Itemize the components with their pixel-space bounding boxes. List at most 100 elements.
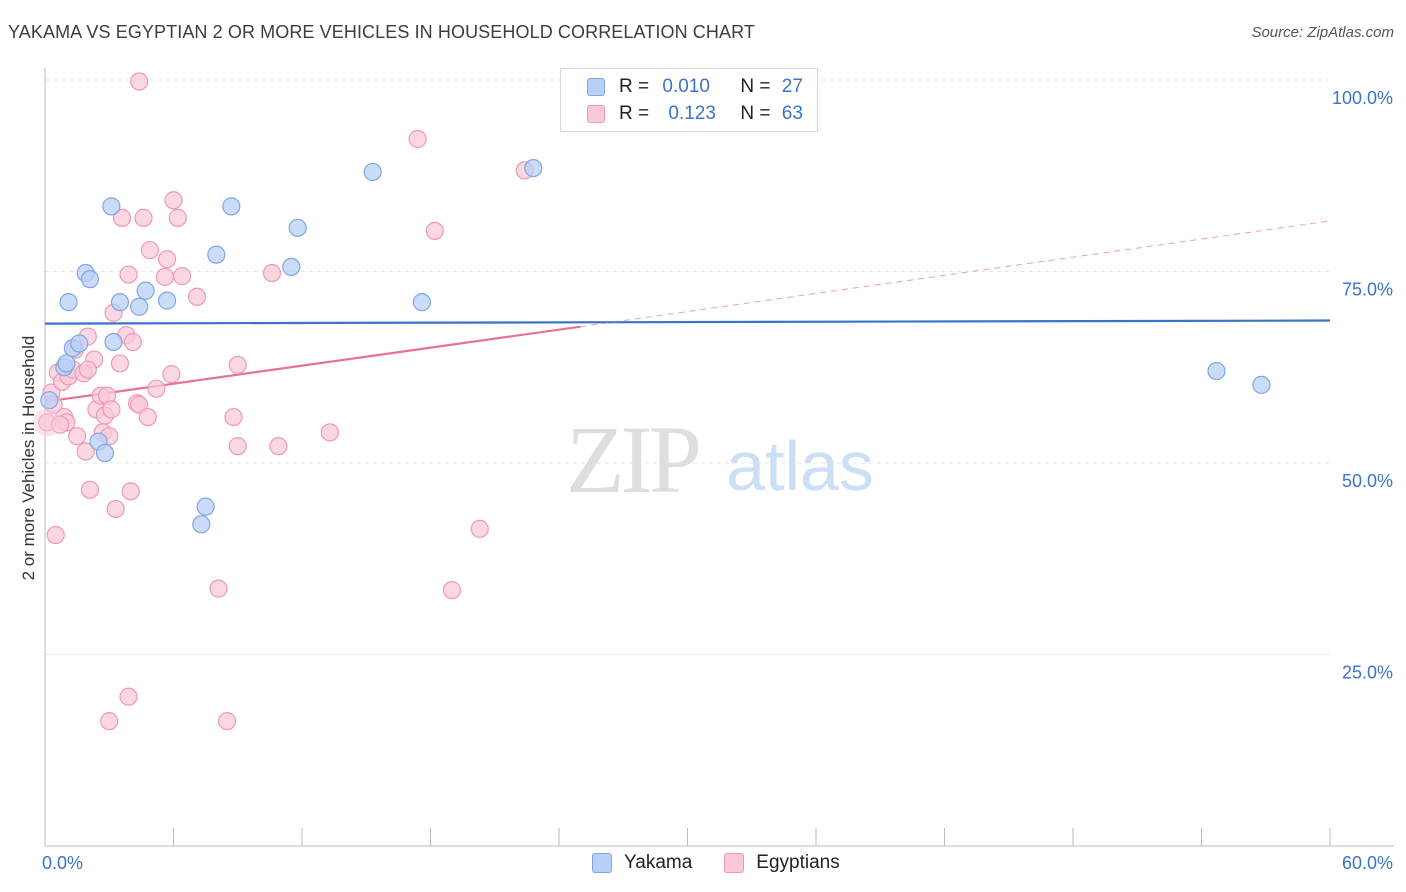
egyptians-point (217, 712, 237, 731)
yakama-point (40, 391, 59, 410)
egyptians-point (78, 360, 97, 379)
yakama-point (282, 257, 301, 277)
egyptians-point (100, 712, 119, 731)
egyptians-point (102, 400, 121, 419)
egyptians-point (228, 437, 247, 456)
legend-r-label: R = (619, 76, 650, 97)
egyptians-point (425, 221, 444, 241)
legend-label-egyptians: Egyptians (756, 852, 840, 873)
yakama-point (136, 281, 155, 300)
egyptians-point (162, 365, 181, 384)
yakama-point (1252, 375, 1271, 394)
egyptians-point (140, 240, 160, 260)
egyptians-point (130, 72, 149, 91)
watermark: ZIP atlas (566, 406, 874, 513)
egyptians-point (121, 482, 140, 501)
watermark-atlas: atlas (726, 427, 874, 505)
legend-r-value: 0.123 (668, 103, 716, 124)
egyptians-point (224, 407, 243, 427)
egyptians-swatch (724, 853, 745, 873)
egyptians-point (470, 519, 489, 538)
yakama-point (192, 515, 211, 534)
egyptians-point (123, 332, 142, 352)
egyptians-point (172, 266, 192, 286)
yakama-point (104, 332, 123, 352)
yakama-swatch (587, 78, 605, 96)
egyptians-point (269, 437, 288, 456)
trend-lines (44, 220, 1331, 403)
source-label: Source: ZipAtlas.com (1251, 24, 1394, 41)
egyptians-point (119, 265, 138, 284)
yakama-point (207, 245, 226, 264)
axes (44, 68, 1394, 847)
legend-row-yakama: R = 0.010 N = 27 (587, 75, 803, 99)
egyptians-point (164, 191, 183, 210)
correlation-legend: R = 0.010 N = 27 R = 0.123 N = 63 (560, 68, 818, 132)
yakama-point (102, 197, 121, 216)
watermark-zip: ZIP (566, 406, 699, 513)
x-tick-label: 60.0% (1342, 853, 1393, 873)
chart-title: YAKAMA VS EGYPTIAN 2 OR MORE VEHICLES IN… (8, 22, 755, 42)
legend-item-yakama: Yakama (592, 852, 692, 874)
egyptians-point (76, 442, 95, 461)
y-tick-label: 100.0% (1332, 88, 1393, 108)
egyptians-point (408, 129, 427, 149)
x-tick-label: 0.0% (42, 853, 83, 873)
y-axis-label: 2 or more Vehicles in Household (19, 336, 38, 581)
legend-item-egyptians: Egyptians (724, 852, 840, 874)
egyptians-trend-line (44, 325, 581, 403)
data-points (33, 72, 1271, 731)
egyptians-point (157, 250, 177, 269)
egyptians-point (80, 480, 100, 499)
egyptians-point (147, 379, 166, 398)
yakama-point (80, 270, 100, 289)
egyptians-point (228, 355, 247, 375)
yakama-point (524, 158, 543, 178)
yakama-point (70, 334, 89, 353)
series-legend: Yakama Egyptians (592, 852, 872, 874)
yakama-trend-line (44, 319, 1331, 325)
yakama-point (363, 162, 382, 182)
yakama-point (130, 297, 149, 316)
yakama-point (288, 218, 307, 237)
legend-r-value: 0.010 (662, 76, 710, 97)
yakama-point (412, 293, 432, 312)
egyptians-point (106, 499, 125, 519)
egyptians-point (110, 354, 130, 373)
egyptians-point (46, 525, 65, 545)
legend-n-value: 27 (781, 76, 803, 97)
yakama-point (222, 197, 241, 216)
egyptians-point (68, 427, 87, 446)
egyptians-point (134, 208, 153, 227)
legend-r-label: R = (619, 103, 650, 124)
legend-n-label: N = (740, 76, 771, 97)
egyptians-point (209, 579, 228, 598)
yakama-point (57, 354, 76, 373)
legend-n-value: 63 (781, 103, 803, 124)
yakama-point (110, 293, 130, 312)
legend-n-label: N = (740, 103, 771, 124)
egyptians-point (187, 287, 207, 306)
egyptians-point (138, 407, 157, 427)
egyptians-point (112, 208, 132, 227)
egyptians-swatch (587, 105, 605, 123)
yakama-point (196, 497, 215, 516)
egyptians-point (33, 408, 62, 437)
yakama-point (157, 291, 177, 310)
yakama-swatch (592, 853, 612, 873)
yakama-point (95, 443, 115, 463)
y-tick-label: 50.0% (1342, 471, 1393, 491)
y-tick-label: 25.0% (1342, 663, 1393, 683)
egyptians-point (320, 423, 339, 442)
egyptians-trend-extension (580, 220, 1331, 328)
egyptians-point (442, 581, 462, 600)
egyptians-point (119, 687, 138, 706)
yakama-point (1207, 361, 1226, 381)
yakama-point (59, 293, 78, 312)
egyptians-point (155, 267, 175, 286)
egyptians-point (168, 208, 187, 227)
egyptians-point (262, 263, 282, 283)
tick-labels: 100.0% 75.0% 50.0% 25.0% 0.0% 60.0% (42, 88, 1393, 873)
legend-row-egyptians: R = 0.123 N = 63 (587, 102, 803, 126)
legend-label-yakama: Yakama (624, 852, 693, 873)
